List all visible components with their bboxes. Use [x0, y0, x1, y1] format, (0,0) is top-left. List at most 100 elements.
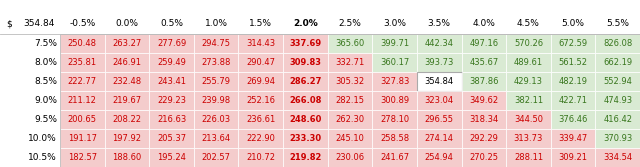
Text: 286.27: 286.27 — [289, 77, 321, 86]
Bar — [506, 129, 551, 148]
Bar — [60, 129, 104, 148]
Bar — [60, 110, 104, 129]
Bar — [104, 129, 149, 148]
Text: Required Return and Terminal Growth Combination: Required Return and Terminal Growth Comb… — [4, 2, 305, 12]
Bar — [60, 148, 104, 167]
Bar — [239, 110, 283, 129]
Bar — [372, 129, 417, 148]
Text: 387.86: 387.86 — [469, 77, 499, 86]
Text: 255.79: 255.79 — [202, 77, 230, 86]
Text: 552.94: 552.94 — [604, 77, 632, 86]
Bar — [506, 148, 551, 167]
Bar — [461, 53, 506, 72]
Bar — [194, 53, 239, 72]
Bar — [239, 34, 283, 53]
Bar — [595, 110, 640, 129]
Bar — [372, 91, 417, 110]
Bar — [239, 53, 283, 72]
Text: 226.03: 226.03 — [202, 115, 230, 124]
Text: 354.84: 354.84 — [425, 77, 454, 86]
Text: 232.48: 232.48 — [113, 77, 141, 86]
Bar — [104, 110, 149, 129]
Text: 826.08: 826.08 — [603, 39, 632, 48]
Text: 435.67: 435.67 — [469, 58, 499, 67]
Text: 233.30: 233.30 — [289, 134, 321, 143]
Text: 309.21: 309.21 — [559, 153, 588, 162]
Text: 332.71: 332.71 — [335, 58, 365, 67]
Text: 245.10: 245.10 — [335, 134, 364, 143]
Text: 327.83: 327.83 — [380, 77, 410, 86]
Bar — [551, 91, 595, 110]
Bar — [372, 53, 417, 72]
Text: 4.0%: 4.0% — [472, 20, 495, 29]
Text: 489.61: 489.61 — [514, 58, 543, 67]
Bar — [60, 72, 104, 91]
Text: 318.34: 318.34 — [469, 115, 499, 124]
Text: 195.24: 195.24 — [157, 153, 186, 162]
Bar — [149, 148, 194, 167]
Text: 222.90: 222.90 — [246, 134, 275, 143]
Bar — [283, 34, 328, 53]
Text: 202.57: 202.57 — [202, 153, 230, 162]
Bar — [417, 110, 461, 129]
Text: 365.60: 365.60 — [335, 39, 365, 48]
Bar — [0, 14, 640, 34]
Text: 208.22: 208.22 — [113, 115, 141, 124]
Text: 344.50: 344.50 — [514, 115, 543, 124]
Text: 376.46: 376.46 — [558, 115, 588, 124]
Text: 399.71: 399.71 — [380, 39, 409, 48]
Text: 236.61: 236.61 — [246, 115, 275, 124]
Bar — [104, 91, 149, 110]
Text: 230.06: 230.06 — [335, 153, 365, 162]
Text: 254.94: 254.94 — [425, 153, 454, 162]
Text: $: $ — [6, 20, 12, 29]
Text: 274.14: 274.14 — [425, 134, 454, 143]
Text: 339.47: 339.47 — [559, 134, 588, 143]
Text: 422.71: 422.71 — [559, 96, 588, 105]
Text: 205.37: 205.37 — [157, 134, 186, 143]
Bar — [194, 91, 239, 110]
Bar — [328, 148, 372, 167]
Text: 313.73: 313.73 — [514, 134, 543, 143]
Text: 263.27: 263.27 — [112, 39, 141, 48]
Text: 0.0%: 0.0% — [115, 20, 138, 29]
Text: 259.49: 259.49 — [157, 58, 186, 67]
Bar — [595, 72, 640, 91]
Text: 277.69: 277.69 — [157, 39, 186, 48]
Bar — [104, 34, 149, 53]
Text: 382.11: 382.11 — [514, 96, 543, 105]
Bar — [551, 148, 595, 167]
Bar — [595, 148, 640, 167]
Bar — [506, 53, 551, 72]
Text: 0.5%: 0.5% — [160, 20, 183, 29]
Text: 300.89: 300.89 — [380, 96, 409, 105]
Bar — [283, 148, 328, 167]
Bar — [283, 72, 328, 91]
Text: 246.91: 246.91 — [113, 58, 141, 67]
Text: 197.92: 197.92 — [113, 134, 141, 143]
Bar — [506, 34, 551, 53]
Bar — [417, 91, 461, 110]
Text: 570.26: 570.26 — [514, 39, 543, 48]
Text: 241.67: 241.67 — [380, 153, 409, 162]
Bar — [417, 148, 461, 167]
Bar — [506, 110, 551, 129]
Bar — [239, 129, 283, 148]
Text: 8.5%: 8.5% — [34, 77, 57, 86]
Text: 210.72: 210.72 — [246, 153, 275, 162]
Bar — [372, 34, 417, 53]
Bar — [417, 129, 461, 148]
Text: 314.43: 314.43 — [246, 39, 275, 48]
Text: 250.48: 250.48 — [68, 39, 97, 48]
Text: 273.88: 273.88 — [202, 58, 231, 67]
Text: 393.73: 393.73 — [424, 58, 454, 67]
Text: 305.32: 305.32 — [335, 77, 365, 86]
Text: 235.81: 235.81 — [68, 58, 97, 67]
Text: 3.5%: 3.5% — [428, 20, 451, 29]
Text: 229.23: 229.23 — [157, 96, 186, 105]
Bar — [461, 129, 506, 148]
Bar — [149, 34, 194, 53]
Text: 7.5%: 7.5% — [34, 39, 57, 48]
Text: 309.83: 309.83 — [289, 58, 321, 67]
Bar — [149, 72, 194, 91]
